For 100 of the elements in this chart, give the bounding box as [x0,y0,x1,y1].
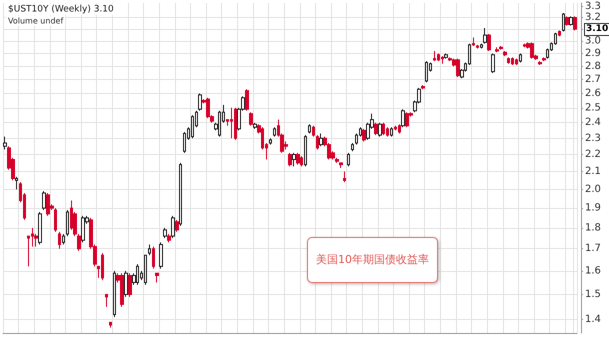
candlestick [179,162,182,226]
candlestick [523,43,526,48]
y-tick-label: 3.0 [585,36,601,47]
candlestick [304,134,307,167]
candlestick [472,37,475,47]
candlestick [394,125,397,131]
candlestick [109,322,112,328]
candlestick [148,244,151,256]
y-tick-label: 1.6 [585,265,601,276]
candlestick [542,56,546,62]
candlestick [292,152,296,167]
candlestick [401,108,405,128]
annotation: Volume undef [8,16,64,26]
candlestick [390,126,393,138]
candlestick [105,294,108,308]
candlestick [491,53,495,74]
candlestick [456,58,460,78]
candlestick [386,126,389,138]
candlestick [425,60,428,83]
candlestick [288,152,292,167]
candlestick [441,56,444,64]
candlestick [38,211,42,245]
candlestick [382,122,385,136]
candlestick [487,33,491,52]
y-tick-label: 2.9 [585,48,601,60]
candlestick [113,270,116,318]
y-tick-label: 2.1 [585,166,601,178]
candlestick [507,56,510,64]
y-tick-label: 1.8 [585,222,601,234]
candlestick [152,246,155,270]
candlestick [128,272,132,298]
candlestick [3,136,7,150]
candlestick [62,233,65,245]
y-tick-label: 2.8 [585,60,601,72]
candlestick [144,254,147,286]
candlestick [569,16,573,26]
y-tick-label: 1.4 [585,314,601,326]
candlestick [155,272,159,284]
candlestick [503,50,507,57]
candlestick [101,252,104,281]
candlestick [347,152,350,167]
candlestick [249,112,253,126]
y-tick-label: 3.2 [585,12,601,24]
candlestick [495,46,499,53]
candlestick [46,192,50,216]
candlestick [362,128,366,142]
candlestick [312,125,315,138]
candlestick [15,176,18,190]
candlestick [308,124,311,134]
candlestick [206,97,210,119]
candlestick [66,210,69,237]
candlestick [519,53,522,63]
candlestick [234,107,237,140]
candlestick [339,162,343,169]
candlestick [253,122,257,130]
candlestick [81,215,85,243]
candlestick [480,43,483,50]
y-tick-label: 1.5 [585,288,601,300]
y-tick-label: 2.7 [585,74,601,86]
candlestick [511,56,514,66]
y-tick-label: 1.9 [585,202,601,214]
candlestick [54,208,57,232]
candlestick [374,122,378,136]
candlestick [245,88,249,112]
y-tick-label: 2.6 [585,88,601,99]
candlestick [558,30,561,37]
candlestick [296,152,300,166]
candlestick [405,112,409,128]
chart-title: $UST10Y (Weekly) 3.10 [8,4,114,14]
candlestick [42,190,46,211]
candlestick [163,227,167,239]
callout-box: 美国10年期国债收益率 [307,237,438,283]
candlestick [230,107,233,139]
y-tick-label: 2.4 [585,117,601,128]
candlestick [343,171,346,183]
candlestick [191,114,194,139]
candlestick [483,27,487,44]
y-tick-label: 2.5 [585,102,601,114]
candlestick [198,92,202,112]
candlestick [171,215,175,239]
annotation: 美国10年期国债收益率 [315,252,430,267]
candlestick [476,44,479,50]
candlestick [538,60,542,66]
y-tick-label: 2.0 [585,184,601,195]
candlestick [444,53,448,60]
y-tick-label: 2.3 [585,132,601,144]
candlestick [421,84,425,90]
y-tick-label: 3.3 [585,0,601,12]
candlestick [316,134,319,150]
candlestick [437,53,440,62]
candlestick [398,124,401,134]
candlestick [124,270,128,298]
candlestick [58,231,61,250]
candlestick [300,156,303,167]
candlestick [136,264,139,286]
candlestick [573,16,577,31]
candlestick [159,242,163,270]
candlestick [515,58,518,66]
candlestick [167,233,171,243]
candlestick [273,126,276,138]
